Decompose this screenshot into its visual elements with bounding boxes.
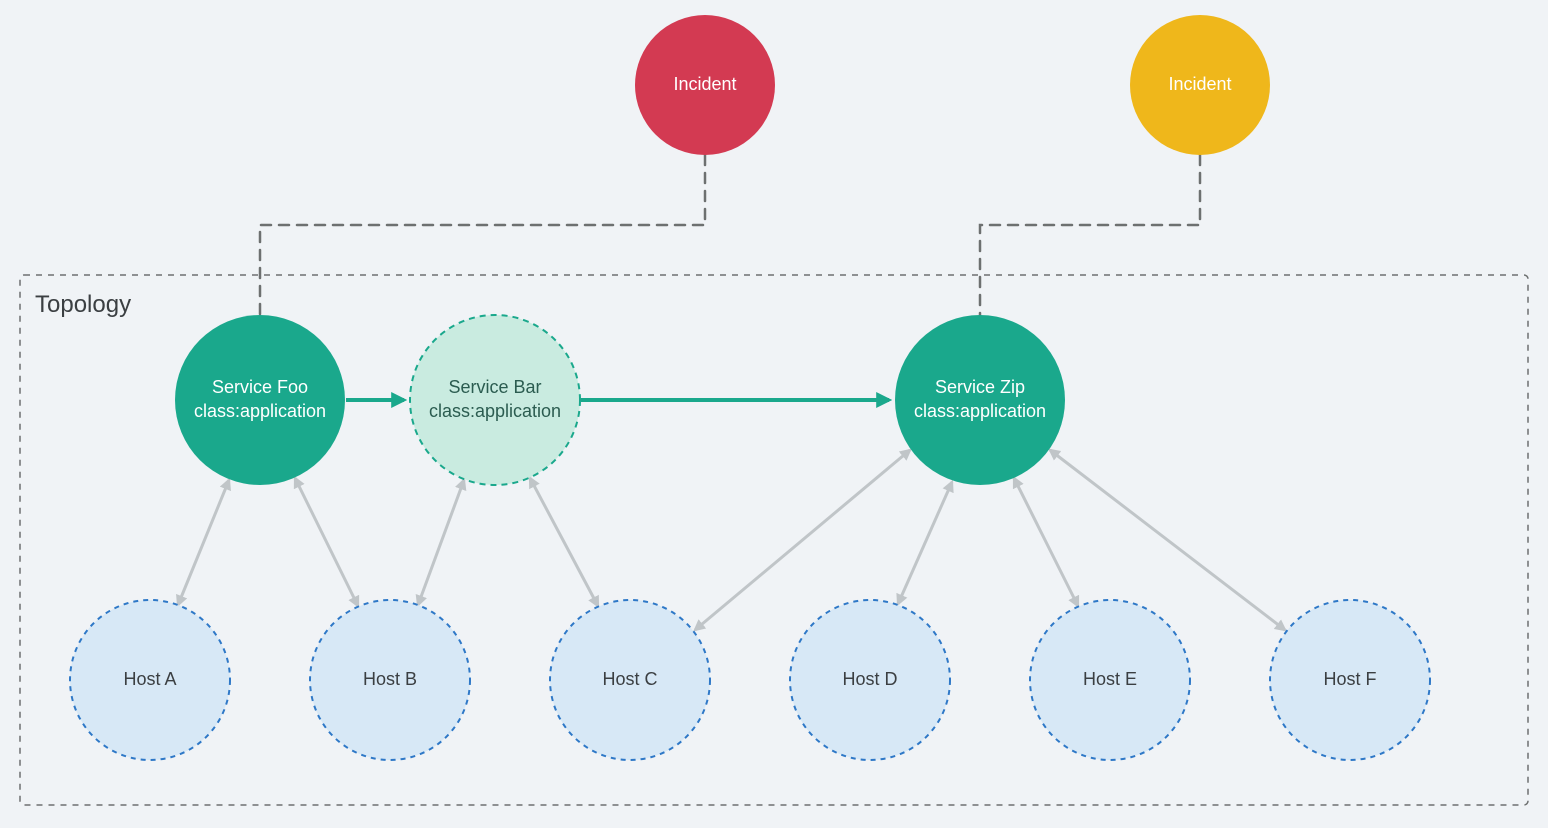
host-a-node: Host A	[70, 600, 230, 760]
zip-to-host-e	[1014, 478, 1078, 606]
svg-text:Host D: Host D	[842, 669, 897, 689]
service-zip-node: Service Zip class:application	[895, 315, 1065, 485]
svg-text:class:application: class:application	[914, 401, 1046, 421]
service-foo-node: Service Foo class:application	[175, 315, 345, 485]
incident-yellow-to-zip	[980, 155, 1200, 315]
svg-text:Host E: Host E	[1083, 669, 1137, 689]
topology-label: Topology	[35, 291, 131, 318]
zip-to-host-d	[898, 482, 952, 604]
svg-text:Incident: Incident	[673, 74, 736, 94]
host-d-node: Host D	[790, 600, 950, 760]
bar-to-host-c	[530, 478, 598, 606]
topology-diagram: Topology Incident Incident Service Foo c…	[0, 0, 1548, 828]
bar-to-host-b	[418, 480, 464, 605]
service-bar-node: Service Bar class:application	[410, 315, 580, 485]
svg-text:Service Foo: Service Foo	[212, 377, 308, 397]
host-b-node: Host B	[310, 600, 470, 760]
host-e-node: Host E	[1030, 600, 1190, 760]
svg-text:class:application: class:application	[429, 401, 561, 421]
svg-text:Incident: Incident	[1168, 74, 1231, 94]
foo-to-host-b	[295, 478, 358, 606]
svg-text:Service Zip: Service Zip	[935, 377, 1025, 397]
incident-red-to-foo	[260, 155, 705, 315]
foo-to-host-a	[178, 480, 229, 605]
incident-node-red: Incident	[635, 15, 775, 155]
svg-text:Host F: Host F	[1323, 669, 1376, 689]
incident-node-yellow: Incident	[1130, 15, 1270, 155]
svg-text:Host B: Host B	[363, 669, 417, 689]
svg-text:Service Bar: Service Bar	[448, 377, 541, 397]
svg-text:Host A: Host A	[123, 669, 176, 689]
incident-edges	[260, 155, 1200, 315]
host-c-node: Host C	[550, 600, 710, 760]
svg-text:Host C: Host C	[602, 669, 657, 689]
host-f-node: Host F	[1270, 600, 1430, 760]
svg-text:class:application: class:application	[194, 401, 326, 421]
